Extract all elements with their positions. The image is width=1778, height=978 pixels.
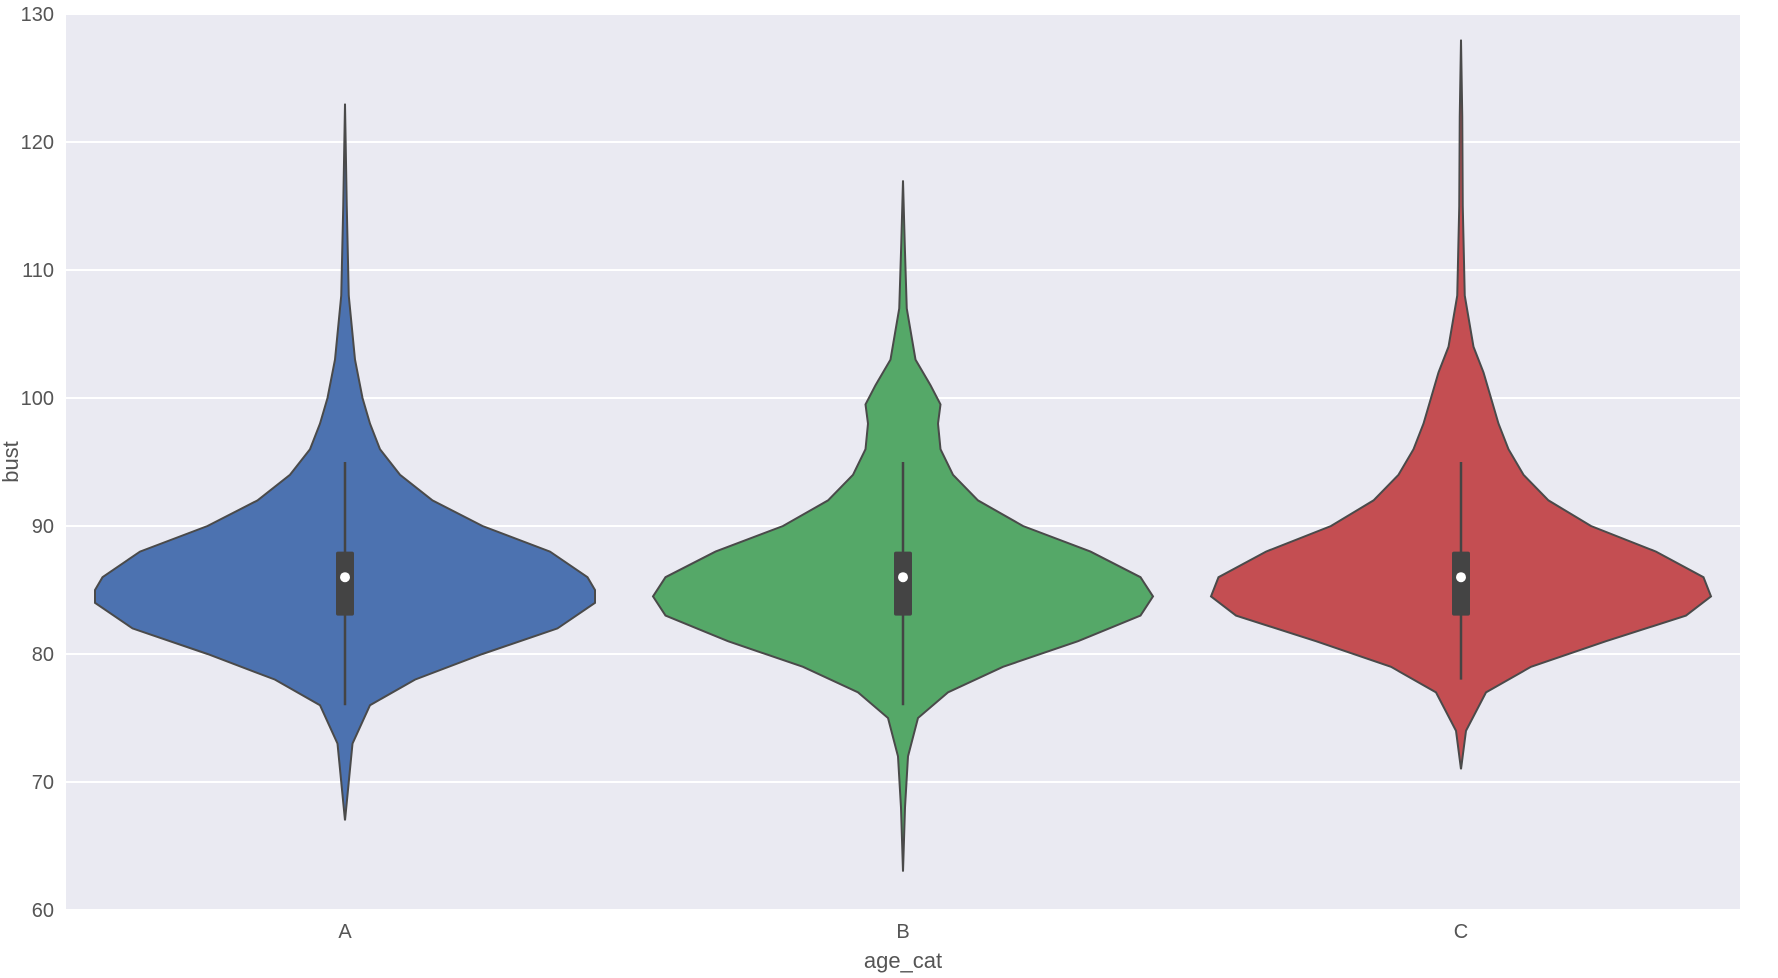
y-tick-label: 100 <box>21 388 54 410</box>
box-A <box>336 552 354 616</box>
y-tick-label: 80 <box>32 644 54 666</box>
y-tick-label: 120 <box>21 132 54 154</box>
x-tick-label: B <box>896 921 909 943</box>
x-axis-label: age_cat <box>864 948 942 973</box>
x-tick-label: C <box>1454 921 1468 943</box>
box-B <box>894 552 912 616</box>
median-C <box>1456 572 1466 582</box>
y-tick-label: 130 <box>21 4 54 26</box>
median-B <box>898 572 908 582</box>
y-axis-label: bust <box>0 441 23 483</box>
y-tick-label: 90 <box>32 516 54 538</box>
median-A <box>340 572 350 582</box>
x-tick-label: A <box>338 921 352 943</box>
y-tick-label: 70 <box>32 772 54 794</box>
box-C <box>1452 552 1470 616</box>
violin-chart: 60 70 80 90 100 110 120 130 A B Cbust age_cat <box>0 0 1778 978</box>
chart-svg: 60 70 80 90 100 110 120 130 A B Cbust age_cat <box>0 0 1778 978</box>
y-tick-label: 110 <box>22 260 54 282</box>
y-tick-label: 60 <box>32 900 54 922</box>
